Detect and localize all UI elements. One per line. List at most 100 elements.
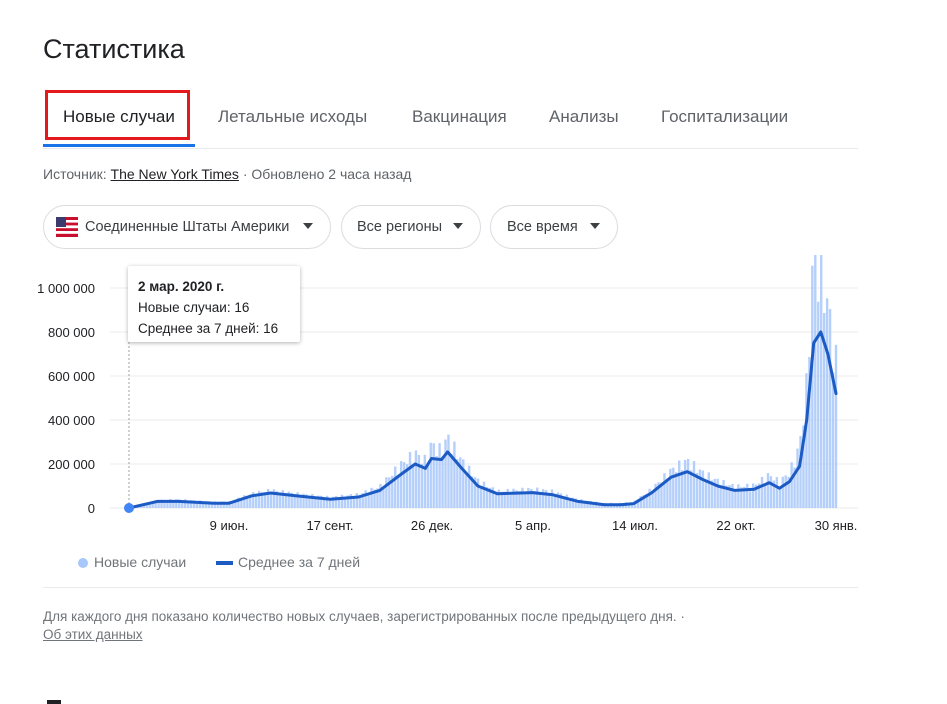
case-bar: [802, 425, 805, 508]
case-bar: [808, 356, 811, 508]
tab-new-cases[interactable]: Новые случаи: [63, 107, 175, 126]
legend-average-marker: [216, 561, 233, 565]
legend-average: Среднее за 7 дней: [238, 554, 361, 570]
data-note: Для каждого дня показано количество новы…: [43, 609, 685, 624]
case-bar: [657, 482, 660, 508]
case-bar: [420, 463, 424, 508]
case-bar: [734, 491, 737, 508]
cases-chart[interactable]: 1 000 000 800 000 600 000 400 000 200 000 0 9 …: [0, 255, 900, 545]
case-bar: [459, 457, 462, 508]
case-bar: [231, 501, 234, 508]
case-bar: [234, 499, 237, 508]
case-bar: [184, 499, 187, 508]
case-bar: [237, 497, 240, 508]
tab-hospitalizations[interactable]: Госпитализации: [661, 107, 789, 126]
case-bar: [382, 489, 385, 508]
case-bar: [207, 501, 211, 508]
case-bar: [799, 436, 802, 508]
case-bar: [210, 503, 214, 508]
divider: [43, 587, 858, 588]
y-tick-label: 800 000: [48, 325, 95, 340]
case-bar: [219, 501, 222, 508]
case-bar: [586, 500, 589, 508]
case-bar: [518, 491, 521, 508]
case-bar: [216, 502, 219, 508]
source-line: Источник: The New York Times · Обновлено…: [43, 166, 411, 182]
case-bar: [465, 474, 468, 508]
case-bar: [666, 479, 669, 508]
case-bar: [527, 487, 530, 508]
case-bar: [787, 476, 790, 508]
tab-tests[interactable]: Анализы: [549, 107, 619, 126]
case-bar: [444, 439, 447, 508]
case-bar: [246, 495, 249, 508]
case-bar: [621, 504, 625, 508]
case-bar: [710, 480, 713, 508]
case-bar: [713, 478, 716, 508]
next-section-heading-fragment: [47, 700, 61, 704]
case-bar: [642, 495, 645, 508]
case-bar: [317, 495, 320, 508]
source-link[interactable]: The New York Times: [110, 166, 239, 182]
case-bar: [394, 466, 397, 508]
case-bar: [701, 470, 705, 508]
case-bar: [435, 456, 438, 508]
case-bar: [817, 301, 820, 508]
hover-point: [124, 502, 134, 513]
case-bar: [391, 475, 394, 508]
country-filter[interactable]: Соединенные Штаты Америки: [43, 205, 331, 249]
x-tick-label: 22 окт.: [716, 518, 755, 533]
case-bar: [651, 492, 654, 508]
case-bar: [355, 493, 358, 508]
case-bar: [530, 489, 533, 508]
case-bar: [630, 502, 634, 508]
about-data-link[interactable]: Об этих данных: [43, 627, 143, 642]
chevron-down-icon: [453, 223, 463, 229]
updated-text: · Обновлено 2 часа назад: [238, 166, 412, 182]
x-tick-label: 9 июн.: [210, 518, 249, 533]
case-bar: [556, 492, 560, 508]
case-bar: [192, 500, 196, 508]
case-bar: [751, 483, 755, 508]
case-bar: [470, 476, 474, 508]
case-bar: [583, 501, 586, 508]
region-filter[interactable]: Все регионы: [341, 205, 481, 249]
case-bar: [482, 481, 486, 508]
case-bar: [506, 488, 509, 508]
case-bar: [302, 493, 305, 508]
case-bar: [172, 501, 175, 508]
chevron-down-icon: [590, 223, 600, 229]
case-bar: [485, 487, 489, 508]
case-bar: [476, 478, 480, 508]
case-bar: [822, 313, 826, 508]
x-tick-label: 5 апр.: [515, 518, 551, 533]
active-tab-indicator: [43, 144, 195, 147]
case-bar: [260, 492, 264, 508]
case-bar: [571, 497, 574, 508]
case-bar: [775, 477, 779, 508]
case-bar: [828, 309, 832, 508]
case-bar: [568, 498, 571, 508]
case-bar: [790, 462, 793, 508]
case-bar: [719, 487, 722, 508]
case-bar: [388, 477, 391, 508]
case-bar: [181, 500, 184, 508]
case-bar: [426, 462, 429, 508]
case-bar: [399, 461, 403, 508]
case-bar: [544, 490, 548, 508]
case-bar: [204, 501, 208, 508]
case-bar: [811, 265, 814, 508]
case-bar: [450, 454, 453, 508]
x-tick-label: 30 янв.: [815, 518, 858, 533]
legend-cases-marker: [78, 558, 88, 568]
tab-deaths[interactable]: Летальные исходы: [218, 107, 368, 126]
period-filter[interactable]: Все время: [490, 205, 618, 249]
case-bar: [746, 483, 749, 508]
case-bar: [175, 499, 178, 508]
case-bar: [636, 501, 640, 508]
case-bar: [243, 495, 246, 508]
tab-vaccination[interactable]: Вакцинация: [412, 107, 507, 126]
x-tick-label: 17 сент.: [306, 518, 353, 533]
case-bar: [766, 473, 770, 508]
case-bar: [441, 456, 444, 508]
